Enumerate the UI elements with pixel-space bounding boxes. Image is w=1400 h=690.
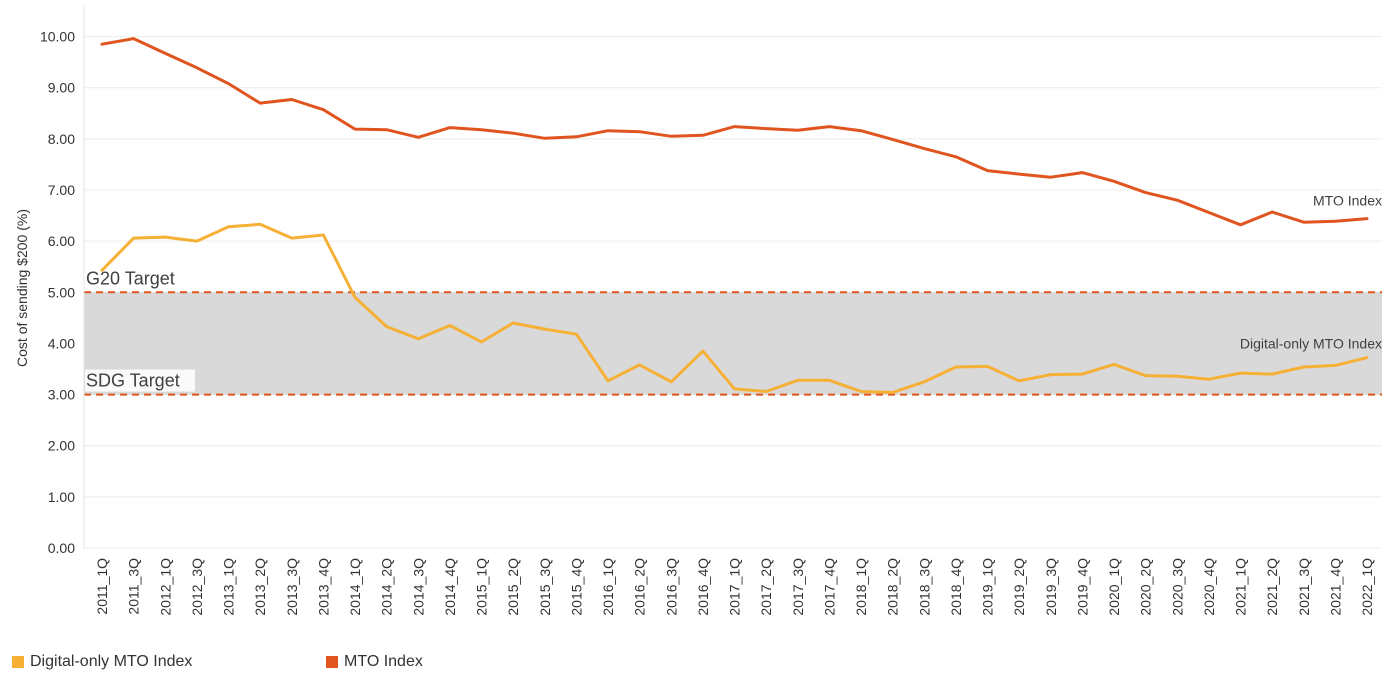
y-axis-title: Cost of sending $200 (%) [14,209,30,367]
x-tick-label: 2020_3Q [1169,558,1185,616]
x-tick-label: 2017_4Q [821,558,837,616]
reference-label: SDG Target [86,371,180,391]
y-tick-label: 4.00 [48,335,75,351]
x-tick-label: 2018_2Q [885,558,901,616]
x-tick-label: 2021_4Q [1327,558,1343,616]
x-tick-label: 2017_2Q [758,558,774,616]
x-tick-label: 2019_1Q [980,558,996,616]
x-tick-label: 2013_2Q [252,558,268,616]
x-tick-label: 2019_4Q [1074,558,1090,616]
x-tick-label: 2011_3Q [126,558,142,615]
y-tick-label: 8.00 [48,131,75,147]
legend-swatch-digital [12,656,24,668]
y-axis: 0.00 1.00 2.00 3.00 4.00 5.00 6.00 7.00 8.00 9.00… [40,5,85,556]
x-tick-label: 2018_3Q [916,558,932,616]
series-end-labels: Digital-only MTO Index MTO Index [1240,193,1382,352]
x-tick-label: 2016_2Q [632,558,648,616]
y-tick-label: 9.00 [48,80,75,96]
x-tick-label: 2021_3Q [1296,558,1312,616]
x-tick-label: 2016_1Q [600,558,616,616]
x-tick-label: 2020_2Q [1138,558,1154,616]
x-tick-label: 2014_3Q [410,558,426,616]
x-tick-label: 2015_1Q [474,558,490,616]
x-tick-label: 2021_1Q [1233,558,1249,616]
x-tick-label: 2013_4Q [315,558,331,616]
y-tick-label: 3.00 [48,387,75,403]
x-tick-label: 2015_4Q [568,558,584,616]
series-line-mto [100,37,1369,227]
y-tick-label: 10.00 [40,29,75,45]
y-tick-label: 7.00 [48,182,75,198]
x-tick-label: 2012_1Q [157,558,173,616]
x-tick-label: 2015_2Q [505,558,521,616]
reference-label-bg [85,369,195,392]
reference-lines: G20 Target SDG Target [84,267,1382,396]
legend-label-digital: Digital-only MTO Index [30,653,193,670]
series-end-label: MTO Index [1313,193,1382,209]
legend: MTO Index [326,652,423,672]
legend-swatch-mto [326,656,338,668]
y-tick-label: 1.00 [48,489,75,505]
x-tick-label: 2017_1Q [727,558,743,616]
y-tick-label: 2.00 [48,438,75,454]
series-lines [100,37,1369,394]
reference-label: G20 Target [86,268,175,288]
x-tick-label: 2014_2Q [379,558,395,616]
y-tick-label: 6.00 [48,233,75,249]
x-tick-label: 2021_2Q [1264,558,1280,616]
x-tick-label: 2013_3Q [284,558,300,616]
x-tick-label: 2012_3Q [189,558,205,616]
x-tick-label: 2017_3Q [790,558,806,616]
target-band [84,292,1382,395]
series-line-digital [100,222,1369,394]
x-tick-label: 2013_1Q [221,558,237,616]
x-axis: 2011_1Q 2011_3Q 2012_1Q 2012_3Q 2013_1Q 2013_… [94,558,1375,616]
x-tick-label: 2018_4Q [948,558,964,616]
x-tick-label: 2011_1Q [94,558,110,615]
y-tick-label: 5.00 [48,284,75,300]
x-tick-label: 2016_4Q [695,558,711,616]
x-tick-label: 2020_4Q [1201,558,1217,616]
x-tick-label: 2014_1Q [347,558,363,616]
series-end-label: Digital-only MTO Index [1240,336,1382,352]
x-tick-label: 2014_4Q [442,558,458,616]
x-tick-label: 2016_3Q [663,558,679,616]
legend-label-mto: MTO Index [344,653,423,670]
legend: Digital-only MTO Index [12,652,192,672]
reference-label-bg [85,267,195,290]
x-tick-label: 2019_2Q [1011,558,1027,616]
x-tick-label: 2020_1Q [1106,558,1122,616]
x-tick-label: 2022_1Q [1359,558,1375,616]
x-tick-label: 2015_3Q [537,558,553,616]
x-tick-label: 2018_1Q [853,558,869,616]
y-tick-label: 0.00 [48,540,75,556]
x-tick-label: 2019_3Q [1043,558,1059,616]
